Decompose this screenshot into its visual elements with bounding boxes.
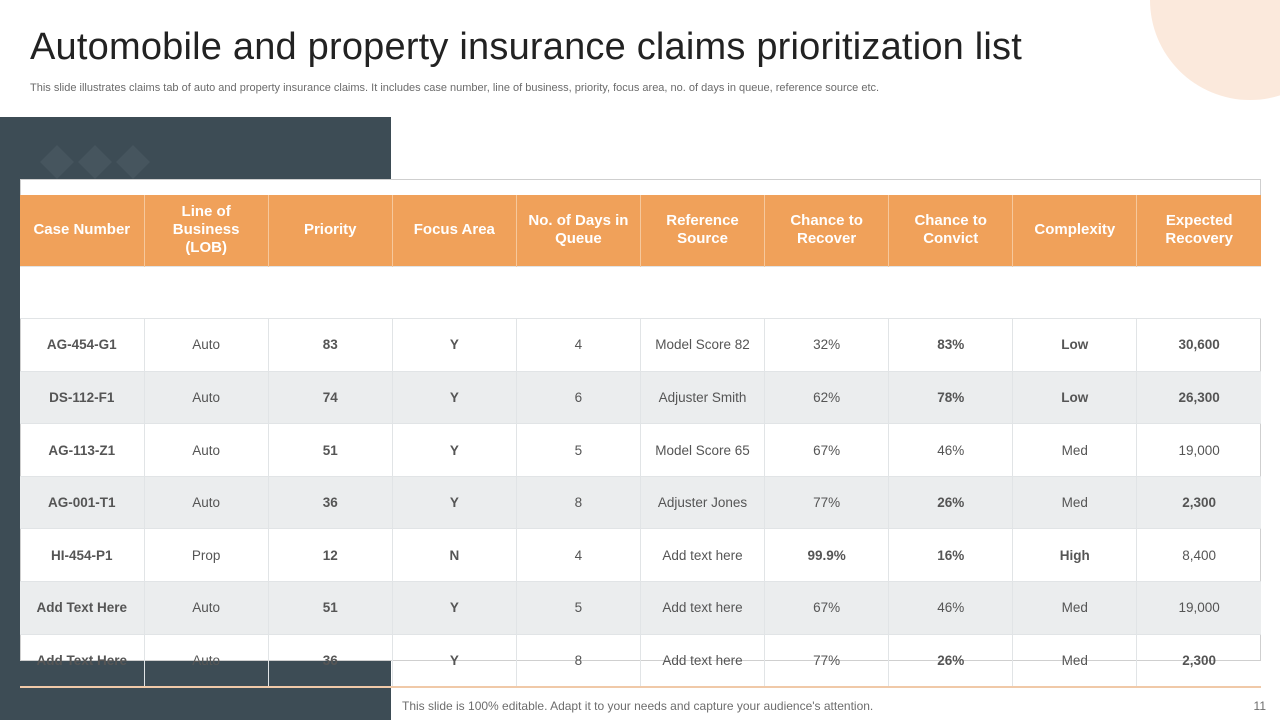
table-row: DS-112-F1 Auto 74 Y 6 Adjuster Smith 62%…: [20, 370, 1261, 424]
cell-days-in-queue: 4: [516, 528, 641, 582]
cell-lob: Auto: [144, 423, 269, 477]
cell-lob: Auto: [144, 633, 269, 688]
cell-reference-source: Model Score 82: [640, 318, 766, 372]
cell-focus-area: Y: [392, 370, 517, 424]
cell-focus-area: Y: [392, 633, 517, 688]
cell-expected-recovery: 2,300: [1136, 633, 1261, 688]
header-spacer: [20, 265, 1261, 319]
cell-lob: Prop: [144, 528, 269, 582]
cell-expected-recovery: 8,400: [1136, 528, 1261, 582]
cell-complexity: High: [1012, 528, 1138, 582]
table-row: Add Text Here Auto 36 Y 8 Add text here …: [20, 633, 1261, 688]
cell-priority: 51: [268, 581, 393, 635]
header-priority: Priority: [268, 195, 393, 266]
header-reference-source: Reference Source: [640, 195, 766, 266]
cell-chance-to-recover: 77%: [764, 475, 890, 529]
cell-lob: Auto: [144, 318, 269, 372]
cell-chance-to-recover: 99.9%: [764, 528, 890, 582]
cell-chance-to-recover: 77%: [764, 633, 890, 688]
header-complexity: Complexity: [1012, 195, 1138, 266]
cell-priority: 74: [268, 370, 393, 424]
page-title: Automobile and property insurance claims…: [30, 26, 1023, 68]
corner-decoration: [1150, 0, 1280, 100]
cell-expected-recovery: 26,300: [1136, 370, 1261, 424]
diamond-dots-decoration: [40, 145, 150, 179]
header-chance-to-recover: Chance to Recover: [764, 195, 890, 266]
cell-days-in-queue: 5: [516, 423, 641, 477]
cell-priority: 36: [268, 633, 393, 688]
header-chance-to-convict: Chance to Convict: [888, 195, 1014, 266]
cell-chance-to-convict: 26%: [888, 475, 1014, 529]
cell-focus-area: N: [392, 528, 517, 582]
cell-expected-recovery: 30,600: [1136, 318, 1261, 372]
cell-case-number: AG-454-G1: [20, 318, 145, 372]
cell-lob: Auto: [144, 370, 269, 424]
table-row: AG-113-Z1 Auto 51 Y 5 Model Score 65 67%…: [20, 423, 1261, 477]
cell-chance-to-convict: 26%: [888, 633, 1014, 688]
cell-expected-recovery: 2,300: [1136, 475, 1261, 529]
cell-complexity: Med: [1012, 633, 1138, 688]
cell-complexity: Med: [1012, 581, 1138, 635]
cell-chance-to-convict: 16%: [888, 528, 1014, 582]
cell-focus-area: Y: [392, 581, 517, 635]
cell-chance-to-recover: 62%: [764, 370, 890, 424]
cell-case-number: HI-454-P1: [20, 528, 145, 582]
header-focus-area: Focus Area: [392, 195, 517, 266]
cell-complexity: Med: [1012, 423, 1138, 477]
cell-reference-source: Add text here: [640, 528, 766, 582]
page-number: 11: [1253, 699, 1266, 713]
cell-focus-area: Y: [392, 318, 517, 372]
table-row: HI-454-P1 Prop 12 N 4 Add text here 99.9…: [20, 528, 1261, 582]
cell-focus-area: Y: [392, 423, 517, 477]
cell-case-number: AG-001-T1: [20, 475, 145, 529]
cell-chance-to-convict: 83%: [888, 318, 1014, 372]
header-case-number: Case Number: [20, 195, 145, 266]
cell-priority: 83: [268, 318, 393, 372]
cell-lob: Auto: [144, 475, 269, 529]
cell-days-in-queue: 6: [516, 370, 641, 424]
cell-chance-to-recover: 67%: [764, 423, 890, 477]
cell-focus-area: Y: [392, 475, 517, 529]
cell-reference-source: Adjuster Smith: [640, 370, 766, 424]
cell-days-in-queue: 5: [516, 581, 641, 635]
cell-chance-to-convict: 46%: [888, 423, 1014, 477]
cell-case-number: AG-113-Z1: [20, 423, 145, 477]
cell-complexity: Low: [1012, 318, 1138, 372]
cell-expected-recovery: 19,000: [1136, 423, 1261, 477]
cell-reference-source: Add text here: [640, 581, 766, 635]
cell-expected-recovery: 19,000: [1136, 581, 1261, 635]
cell-priority: 51: [268, 423, 393, 477]
cell-reference-source: Model Score 65: [640, 423, 766, 477]
cell-days-in-queue: 8: [516, 475, 641, 529]
header-days-in-queue: No. of Days in Queue: [516, 195, 641, 266]
cell-chance-to-recover: 32%: [764, 318, 890, 372]
cell-lob: Auto: [144, 581, 269, 635]
header-expected-recovery: Expected Recovery: [1136, 195, 1261, 266]
cell-case-number: DS-112-F1: [20, 370, 145, 424]
cell-days-in-queue: 4: [516, 318, 641, 372]
cell-case-number: Add Text Here: [20, 633, 145, 688]
cell-priority: 36: [268, 475, 393, 529]
cell-chance-to-convict: 78%: [888, 370, 1014, 424]
cell-case-number: Add Text Here: [20, 581, 145, 635]
cell-chance-to-recover: 67%: [764, 581, 890, 635]
table-row: AG-454-G1 Auto 83 Y 4 Model Score 82 32%…: [20, 318, 1261, 372]
claims-table: Case Number Line of Business (LOB) Prior…: [20, 195, 1261, 688]
cell-priority: 12: [268, 528, 393, 582]
table-header-row: Case Number Line of Business (LOB) Prior…: [20, 195, 1261, 266]
cell-reference-source: Adjuster Jones: [640, 475, 766, 529]
cell-complexity: Med: [1012, 475, 1138, 529]
cell-complexity: Low: [1012, 370, 1138, 424]
header-line-of-business: Line of Business (LOB): [144, 195, 269, 266]
cell-days-in-queue: 8: [516, 633, 641, 688]
table-row: Add Text Here Auto 51 Y 5 Add text here …: [20, 581, 1261, 635]
cell-chance-to-convict: 46%: [888, 581, 1014, 635]
cell-reference-source: Add text here: [640, 633, 766, 688]
table-row: AG-001-T1 Auto 36 Y 8 Adjuster Jones 77%…: [20, 475, 1261, 529]
footer-note: This slide is 100% editable. Adapt it to…: [402, 699, 874, 713]
page-subtitle: This slide illustrates claims tab of aut…: [30, 82, 880, 94]
